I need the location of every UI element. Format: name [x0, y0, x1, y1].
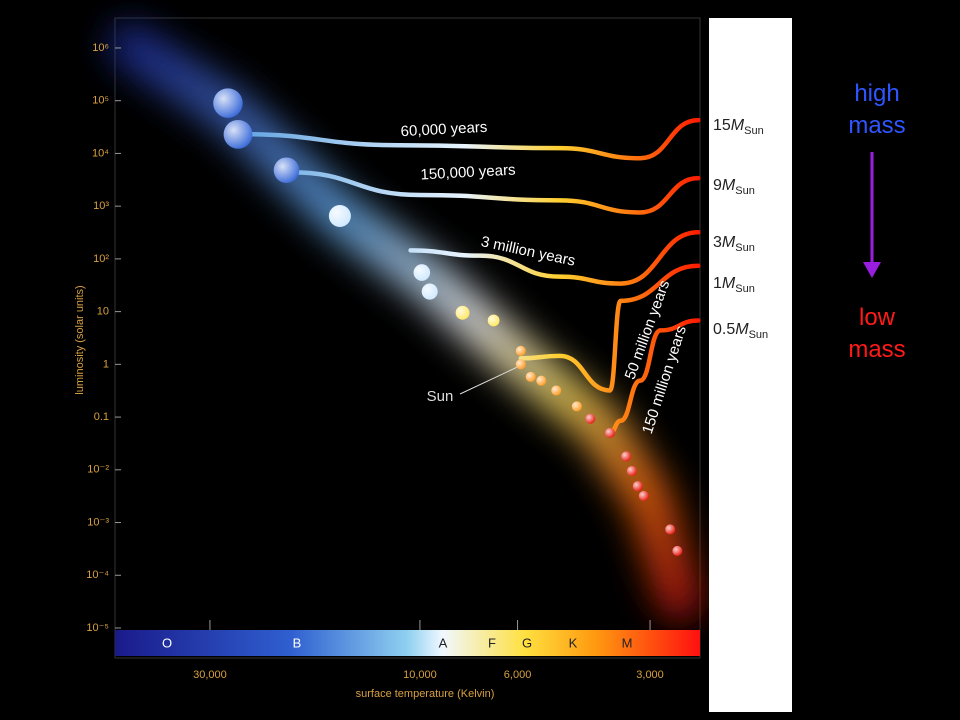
star-shine [665, 524, 676, 535]
mass-value: 3 [713, 234, 722, 251]
spectral-class: O [162, 635, 172, 650]
star-shine [604, 427, 615, 438]
annotation-line [459, 366, 517, 395]
y-tick-label: 1 [103, 358, 109, 370]
spectral-class: G [522, 635, 532, 650]
y-tick-label: 10³ [93, 200, 109, 212]
y-tick-label: 10² [93, 253, 109, 265]
y-tick-label: 0.1 [94, 411, 109, 423]
x-tick-label: 30,000 [193, 669, 227, 681]
star-shine [626, 465, 637, 476]
y-tick-label: 10⁻² [87, 464, 109, 476]
star-shine [638, 490, 649, 501]
mass-symbol: M [722, 177, 736, 194]
star-shine [551, 385, 562, 396]
track-time-label: 150,000 years [420, 161, 516, 183]
mass-symbol: M [735, 321, 749, 338]
spectral-class: B [293, 635, 302, 650]
mass-label: 1MSun [713, 275, 755, 295]
spectral-class: M [622, 635, 633, 650]
mass-subscript: Sun [744, 125, 764, 137]
x-tick-label: 3,000 [636, 669, 664, 681]
legend-low: low mass [848, 304, 906, 363]
plot-area [114, 17, 701, 659]
mass-subscript: Sun [735, 185, 755, 197]
legend-arrowhead [863, 262, 881, 278]
mass-subscript: Sun [749, 329, 769, 341]
star-shine [672, 545, 683, 556]
y-tick-label: 10 [97, 306, 109, 318]
mass-label: 9MSun [713, 177, 755, 197]
annotation-text: Sun [427, 388, 454, 405]
star-shine [515, 359, 526, 370]
y-axis-label: luminosity (solar units) [74, 285, 86, 394]
mass-value: 15 [713, 117, 731, 134]
star-shine [421, 283, 438, 300]
x-tick-label: 6,000 [504, 669, 532, 681]
mass-symbol: M [722, 275, 736, 292]
y-tick-label: 10⁵ [92, 95, 109, 107]
star-shine [413, 264, 431, 281]
star-shine [273, 157, 300, 184]
mass-symbol: M [731, 117, 745, 134]
mass-subscript: Sun [735, 283, 755, 295]
star-shine [455, 305, 470, 320]
evolution-track [518, 263, 701, 393]
evolution-track [607, 318, 701, 436]
mass-subscript: Sun [735, 242, 755, 254]
y-tick-label: 10⁻⁴ [86, 569, 109, 581]
spectral-class: K [569, 635, 578, 650]
star-shine [632, 481, 643, 492]
mass-label: 0.5MSun [713, 321, 768, 341]
y-tick-label: 10⁶ [92, 42, 109, 54]
mass-value: 0.5 [713, 321, 735, 338]
star-shine [621, 451, 632, 462]
legend-high: high mass [848, 80, 906, 139]
mass-label: 3MSun [713, 234, 755, 254]
track-time-label: 60,000 years [400, 119, 488, 141]
mass-value: 1 [713, 275, 722, 292]
star-shine [571, 401, 582, 412]
star-shine [328, 205, 351, 228]
star-shine [525, 371, 536, 382]
evolution-track [408, 229, 701, 286]
evolution-track [288, 169, 701, 215]
spectral-class: F [488, 635, 496, 650]
evolution-track [238, 117, 701, 161]
star-shine [223, 119, 253, 149]
mass-label: 15MSun [713, 117, 764, 137]
star-shine [536, 375, 547, 386]
y-tick-label: 10⁻³ [87, 516, 109, 528]
y-tick-label: 10⁴ [92, 147, 109, 159]
star-shine [213, 88, 243, 118]
star-shine [515, 345, 526, 356]
star-shine [585, 413, 596, 424]
star-shine [487, 314, 500, 327]
spectral-bar [115, 630, 700, 656]
spectral-class: A [439, 635, 448, 650]
mass-column [709, 18, 792, 712]
x-tick-label: 10,000 [403, 669, 437, 681]
mass-symbol: M [722, 234, 736, 251]
x-axis-label: surface temperature (Kelvin) [356, 688, 495, 700]
y-tick-label: 10⁻⁵ [86, 622, 109, 634]
mass-value: 9 [713, 177, 722, 194]
